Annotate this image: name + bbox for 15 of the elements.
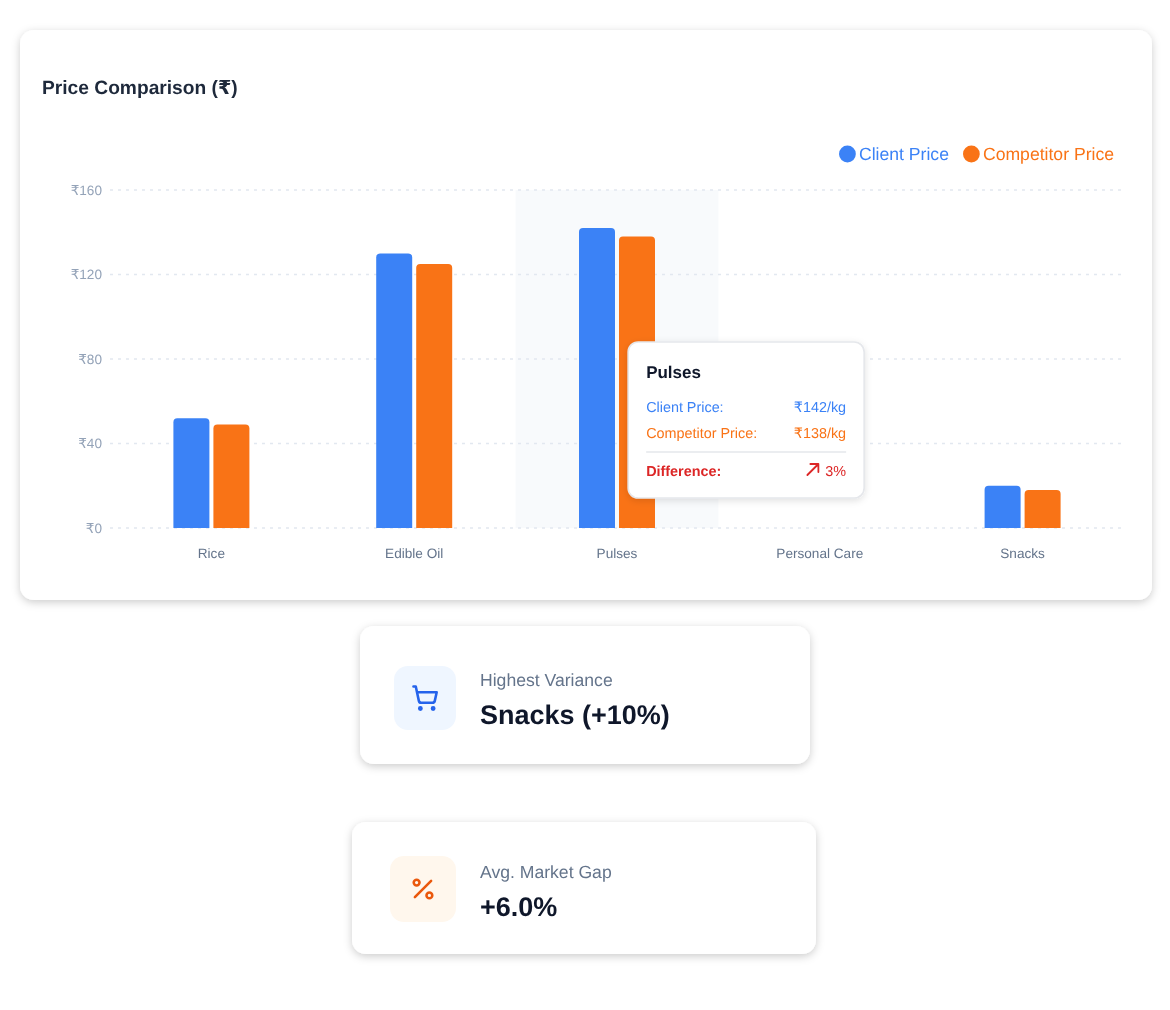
text: +6.0% — [480, 892, 558, 922]
bar — [1024, 489, 1061, 528]
legend-label: Competitor Price — [982, 144, 1115, 165]
bar — [376, 253, 413, 528]
bar — [173, 418, 210, 528]
text: Avg. Market Gap — [480, 862, 612, 882]
bar — [416, 263, 453, 528]
bar — [984, 485, 1021, 528]
bar — [213, 424, 250, 528]
legend-label: Client Price — [859, 144, 950, 165]
bar — [579, 228, 615, 528]
text: Snacks (+10%) — [480, 700, 670, 730]
annotation: Pulses — [646, 362, 702, 382]
text: Highest Variance — [480, 670, 613, 690]
chart-title: Price Comparison (₹) — [42, 78, 238, 100]
